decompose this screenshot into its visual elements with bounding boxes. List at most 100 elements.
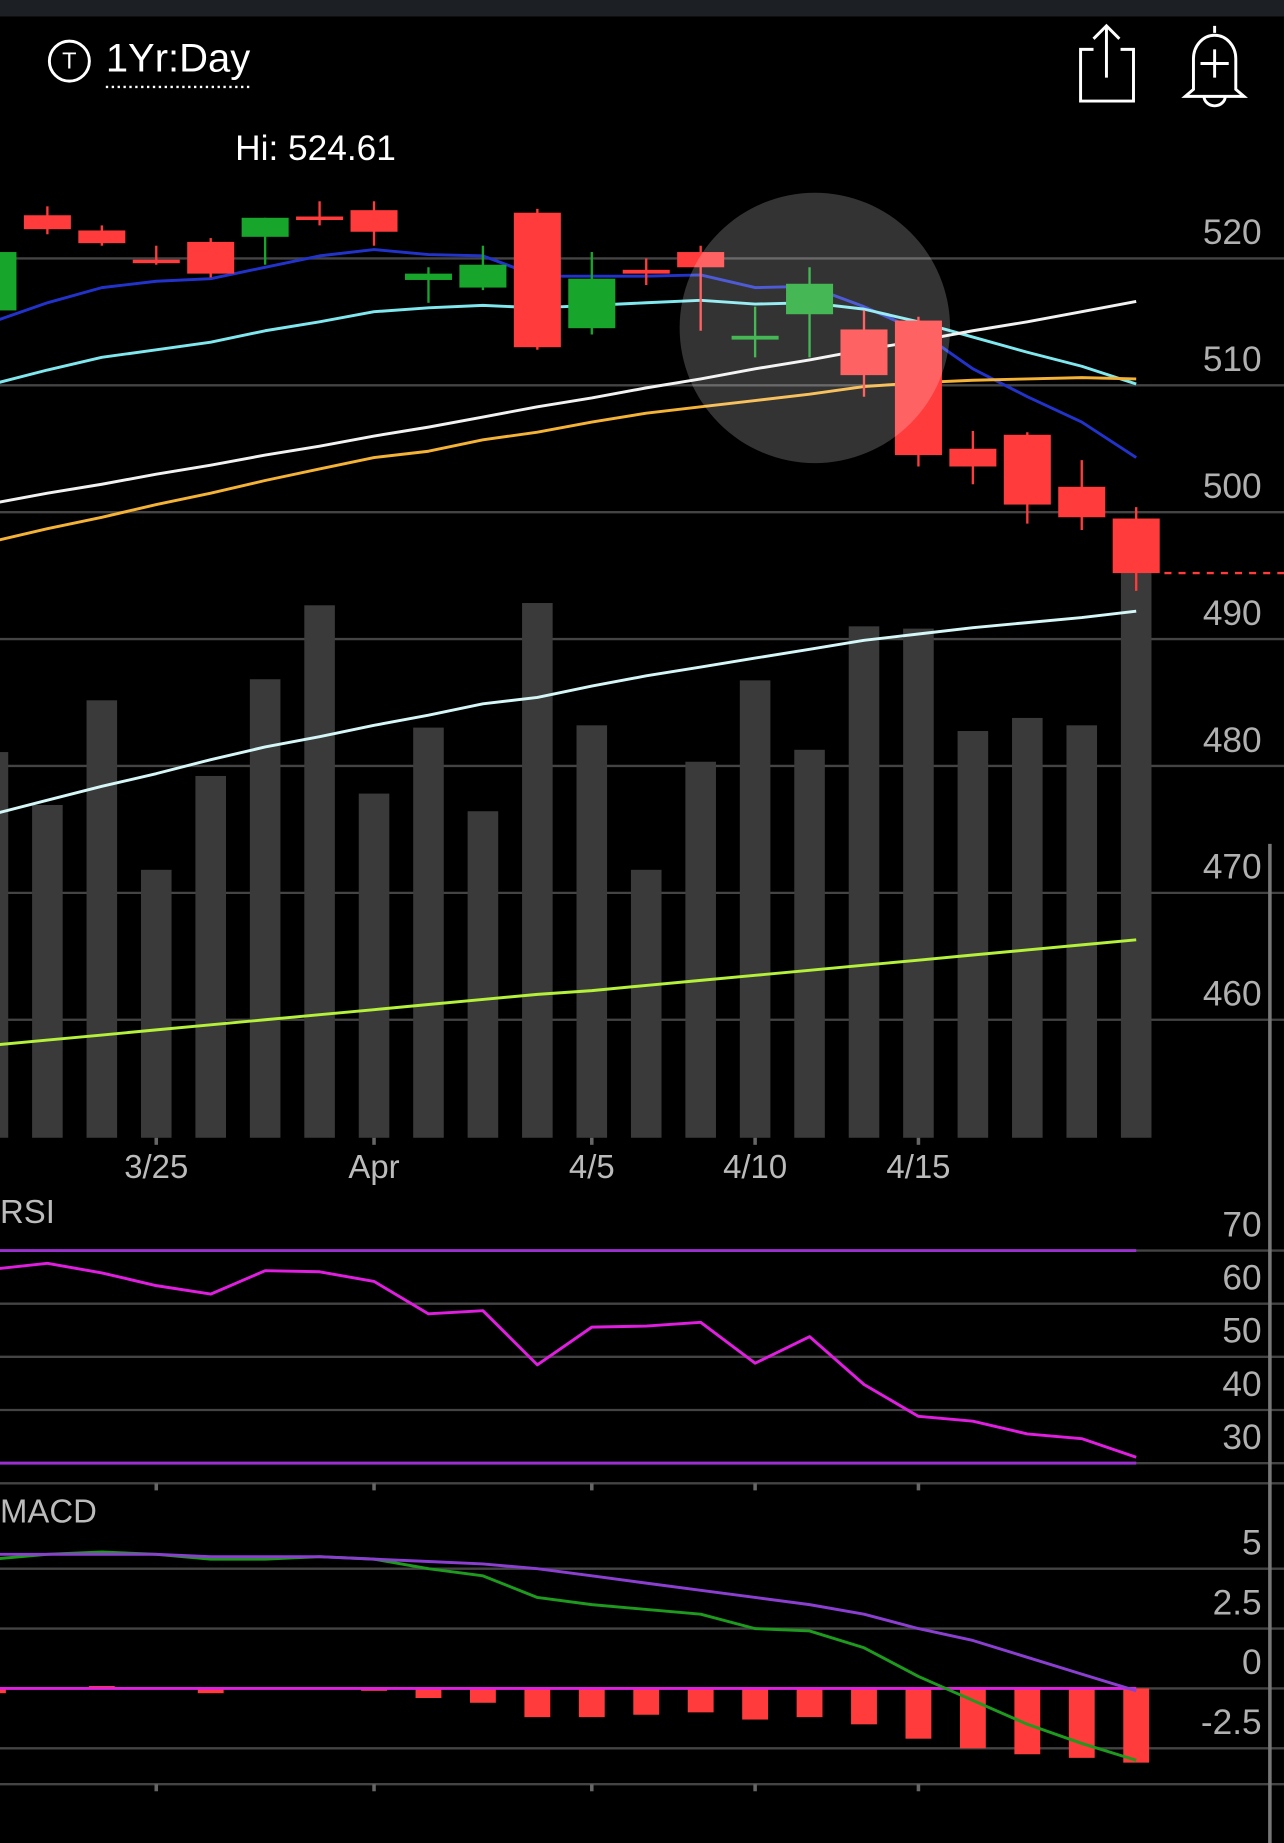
candle-body bbox=[949, 448, 997, 467]
histogram-bar bbox=[687, 1688, 714, 1713]
volume-bar bbox=[195, 775, 226, 1138]
x-tick-label: 4/5 bbox=[569, 1148, 615, 1185]
y-tick-label: 480 bbox=[1203, 721, 1262, 760]
y-tick-label: 470 bbox=[1203, 848, 1262, 887]
share-icon-arrow bbox=[1092, 23, 1121, 78]
y-tick-label: 510 bbox=[1203, 340, 1262, 379]
volume-bar bbox=[794, 749, 825, 1138]
volume-bar bbox=[957, 731, 989, 1138]
volume-bar bbox=[1012, 717, 1043, 1138]
y-tick-label: 70 bbox=[1222, 1205, 1261, 1244]
candle-body bbox=[78, 230, 126, 244]
candle-body bbox=[1003, 434, 1051, 505]
volume-bar bbox=[903, 628, 934, 1138]
status-strip bbox=[0, 0, 1284, 17]
symbol-icon-label: T bbox=[62, 48, 76, 74]
volume-bar bbox=[86, 700, 118, 1138]
volume-bar bbox=[413, 727, 444, 1138]
histogram-bar bbox=[905, 1688, 932, 1739]
candle-body bbox=[786, 283, 834, 315]
candle-body bbox=[840, 329, 888, 376]
volume-bar bbox=[848, 626, 880, 1138]
histogram-bar bbox=[1123, 1688, 1150, 1763]
histogram-bar bbox=[0, 1688, 6, 1694]
indicator-line bbox=[0, 298, 1137, 386]
y-tick-label: 500 bbox=[1203, 467, 1262, 506]
candle-body bbox=[677, 252, 725, 268]
volume-bar bbox=[467, 811, 499, 1138]
share-icon-box bbox=[1079, 47, 1135, 103]
candle-body bbox=[23, 215, 71, 230]
volume-bar bbox=[739, 680, 771, 1138]
y-tick-label: 40 bbox=[1222, 1365, 1261, 1404]
volume-bar bbox=[0, 752, 9, 1138]
histogram-bar bbox=[851, 1688, 877, 1725]
alert-button[interactable] bbox=[1181, 25, 1248, 108]
volume-bar bbox=[630, 869, 662, 1138]
y-tick-label: 520 bbox=[1203, 213, 1262, 252]
candle-body bbox=[132, 259, 180, 264]
candle-body bbox=[404, 273, 452, 280]
candle-body bbox=[350, 210, 398, 232]
indicator-line bbox=[0, 1261, 1137, 1459]
candle-body bbox=[568, 278, 616, 329]
candle-body bbox=[296, 216, 344, 221]
histogram-bar bbox=[469, 1688, 496, 1703]
indicator-line bbox=[0, 938, 1137, 1046]
candle-body bbox=[0, 252, 17, 311]
high-annotation: Hi: 524.61 bbox=[235, 129, 396, 168]
histogram-bar bbox=[524, 1688, 551, 1718]
indicator-line bbox=[0, 376, 1137, 542]
header: T 1Yr:Day bbox=[47, 23, 1248, 108]
y-tick-label: 50 bbox=[1222, 1312, 1261, 1351]
indicator-line bbox=[0, 300, 1137, 504]
y-tick-label: 30 bbox=[1222, 1418, 1261, 1457]
bell-icon bbox=[1181, 25, 1248, 108]
candle-body bbox=[731, 335, 779, 340]
volume-bar bbox=[576, 725, 608, 1138]
y-tick-label: 460 bbox=[1203, 975, 1262, 1014]
histogram-bar bbox=[796, 1688, 823, 1718]
volume-bar bbox=[1120, 568, 1152, 1138]
histogram-bar bbox=[959, 1688, 986, 1749]
histogram-bar bbox=[197, 1688, 224, 1694]
indicator-line bbox=[0, 609, 1137, 814]
volume-bar bbox=[522, 603, 553, 1138]
histogram-bar bbox=[633, 1688, 660, 1715]
indicator-line bbox=[0, 248, 1138, 459]
histogram-bar bbox=[415, 1688, 442, 1698]
candle-body bbox=[241, 217, 289, 237]
histogram-bar bbox=[578, 1688, 605, 1718]
x-tick-label: 4/10 bbox=[723, 1148, 787, 1185]
x-tick-label: 3/25 bbox=[124, 1148, 188, 1185]
volume-bar bbox=[249, 679, 281, 1138]
indicator-line bbox=[0, 1552, 1137, 1693]
candle-body bbox=[622, 269, 670, 274]
rsi-title: RSI bbox=[0, 1193, 55, 1230]
y-tick-label: -2.5 bbox=[1201, 1703, 1262, 1742]
timeframe-selector[interactable]: 1Yr:Day bbox=[106, 37, 250, 81]
candle-body bbox=[513, 212, 561, 348]
symbol-icon[interactable] bbox=[47, 39, 91, 83]
y-tick-label: 60 bbox=[1222, 1259, 1261, 1298]
volume-bar bbox=[32, 804, 63, 1138]
volume-bar bbox=[1066, 725, 1098, 1138]
x-tick-label: 4/15 bbox=[886, 1148, 950, 1185]
candle-body bbox=[187, 241, 235, 274]
volume-bar bbox=[140, 869, 172, 1138]
y-tick-label: 2.5 bbox=[1213, 1583, 1262, 1622]
volume-bar bbox=[685, 761, 716, 1138]
histogram-bar bbox=[742, 1688, 769, 1720]
bell-plus bbox=[1200, 49, 1229, 78]
volume-bar bbox=[304, 605, 335, 1138]
macd-title: MACD bbox=[0, 1493, 97, 1530]
share-button[interactable] bbox=[1079, 23, 1135, 103]
y-tick-label: 490 bbox=[1203, 594, 1262, 633]
y-tick-label: 5 bbox=[1242, 1524, 1262, 1563]
candle-body bbox=[459, 264, 507, 288]
volume-bar bbox=[358, 793, 390, 1138]
candle-body bbox=[894, 320, 942, 456]
